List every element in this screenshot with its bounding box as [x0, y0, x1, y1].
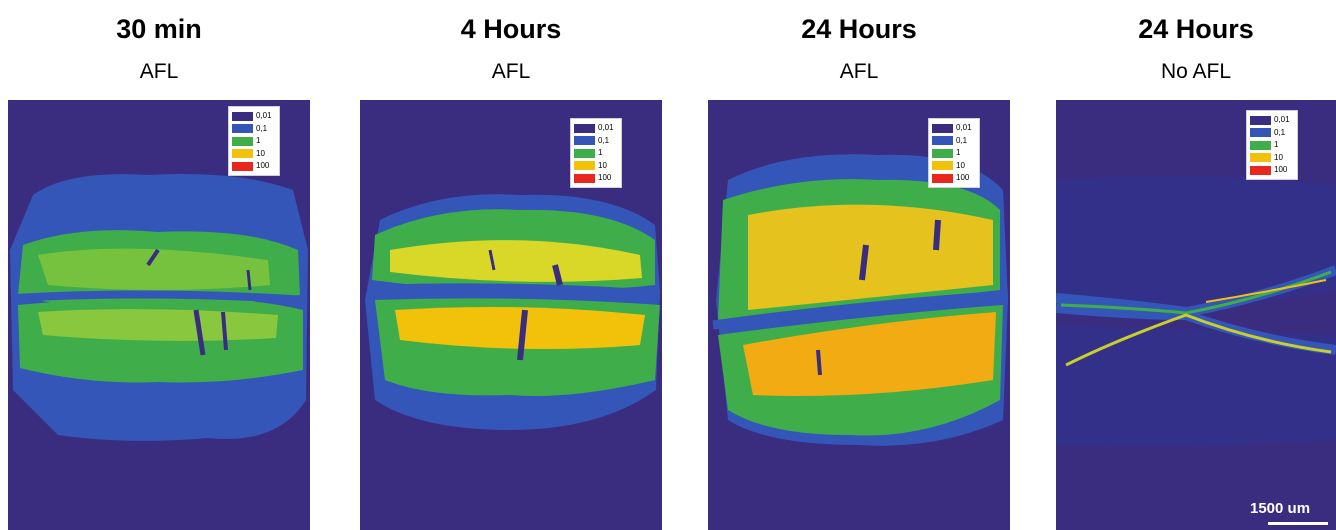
- legend-swatch: [1250, 153, 1271, 162]
- legend-swatch: [1250, 141, 1271, 150]
- legend-swatch: [574, 161, 595, 170]
- legend-swatch: [232, 124, 253, 133]
- legend-label: 10: [598, 162, 607, 170]
- legend-swatch: [932, 124, 953, 133]
- panel-title: 4 Hours: [360, 14, 662, 45]
- legend-label: 10: [1274, 154, 1283, 162]
- legend-swatch: [932, 136, 953, 145]
- legend-entry: 100: [574, 172, 618, 185]
- legend-swatch: [232, 162, 253, 171]
- legend-label: 0,1: [256, 125, 267, 133]
- legend-entry: 0,1: [1250, 127, 1294, 140]
- legend-swatch: [574, 149, 595, 158]
- fluorescence-map: 0,01 0,1 1 10 100: [360, 100, 662, 530]
- legend-entry: 0,01: [1250, 114, 1294, 127]
- panel-subtitle: AFL: [360, 60, 662, 84]
- legend-entry: 0,01: [232, 110, 276, 123]
- color-legend: 0,01 0,1 1 10 100: [928, 118, 980, 188]
- legend-label: 100: [1274, 166, 1287, 174]
- legend-label: 0,1: [956, 137, 967, 145]
- legend-label: 100: [256, 162, 269, 170]
- legend-swatch: [232, 149, 253, 158]
- legend-swatch: [932, 161, 953, 170]
- legend-entry: 10: [932, 160, 976, 173]
- legend-label: 100: [598, 174, 611, 182]
- panel-title: 24 Hours: [708, 14, 1010, 45]
- legend-entry: 1: [232, 135, 276, 148]
- legend-label: 0,01: [956, 124, 972, 132]
- fluorescence-map: 0,01 0,1 1 10 100: [8, 100, 310, 530]
- legend-entry: 1: [574, 147, 618, 160]
- legend-label: 10: [956, 162, 965, 170]
- legend-entry: 1: [1250, 139, 1294, 152]
- legend-entry: 1: [932, 147, 976, 160]
- legend-swatch: [1250, 116, 1271, 125]
- legend-entry: 10: [232, 148, 276, 161]
- legend-label: 0,1: [598, 137, 609, 145]
- legend-entry: 0,1: [932, 135, 976, 148]
- legend-entry: 100: [232, 160, 276, 173]
- legend-swatch: [932, 174, 953, 183]
- scale-bar: [1268, 522, 1328, 525]
- panel-subtitle: AFL: [8, 60, 310, 84]
- panel-title: 24 Hours: [1056, 14, 1336, 45]
- legend-label: 1: [1274, 141, 1278, 149]
- legend-label: 100: [956, 174, 969, 182]
- fluorescence-map: 0,01 0,1 1 10 100: [708, 100, 1010, 530]
- legend-entry: 0,01: [932, 122, 976, 135]
- fluorescence-map: 0,01 0,1 1 10 100 1500 um: [1056, 100, 1336, 530]
- legend-swatch: [932, 149, 953, 158]
- panel-subtitle: AFL: [708, 60, 1010, 84]
- color-legend: 0,01 0,1 1 10 100: [1246, 110, 1298, 180]
- legend-swatch: [1250, 128, 1271, 137]
- legend-entry: 100: [932, 172, 976, 185]
- legend-label: 0,01: [1274, 116, 1290, 124]
- legend-label: 1: [598, 149, 602, 157]
- legend-entry: 0,01: [574, 122, 618, 135]
- scale-bar-label: 1500 um: [1250, 500, 1310, 517]
- legend-entry: 10: [574, 160, 618, 173]
- legend-swatch: [574, 174, 595, 183]
- legend-entry: 0,1: [574, 135, 618, 148]
- legend-label: 0,01: [598, 124, 614, 132]
- legend-swatch: [232, 112, 253, 121]
- legend-entry: 10: [1250, 152, 1294, 165]
- legend-swatch: [232, 137, 253, 146]
- legend-label: 0,1: [1274, 129, 1285, 137]
- panel-title: 30 min: [8, 14, 310, 45]
- legend-entry: 0,1: [232, 123, 276, 136]
- legend-label: 10: [256, 150, 265, 158]
- legend-label: 1: [256, 137, 260, 145]
- legend-swatch: [1250, 166, 1271, 175]
- legend-label: 0,01: [256, 112, 272, 120]
- legend-swatch: [574, 136, 595, 145]
- legend-entry: 100: [1250, 164, 1294, 177]
- panel-subtitle: No AFL: [1056, 60, 1336, 84]
- color-legend: 0,01 0,1 1 10 100: [228, 106, 280, 176]
- legend-label: 1: [956, 149, 960, 157]
- color-legend: 0,01 0,1 1 10 100: [570, 118, 622, 188]
- legend-swatch: [574, 124, 595, 133]
